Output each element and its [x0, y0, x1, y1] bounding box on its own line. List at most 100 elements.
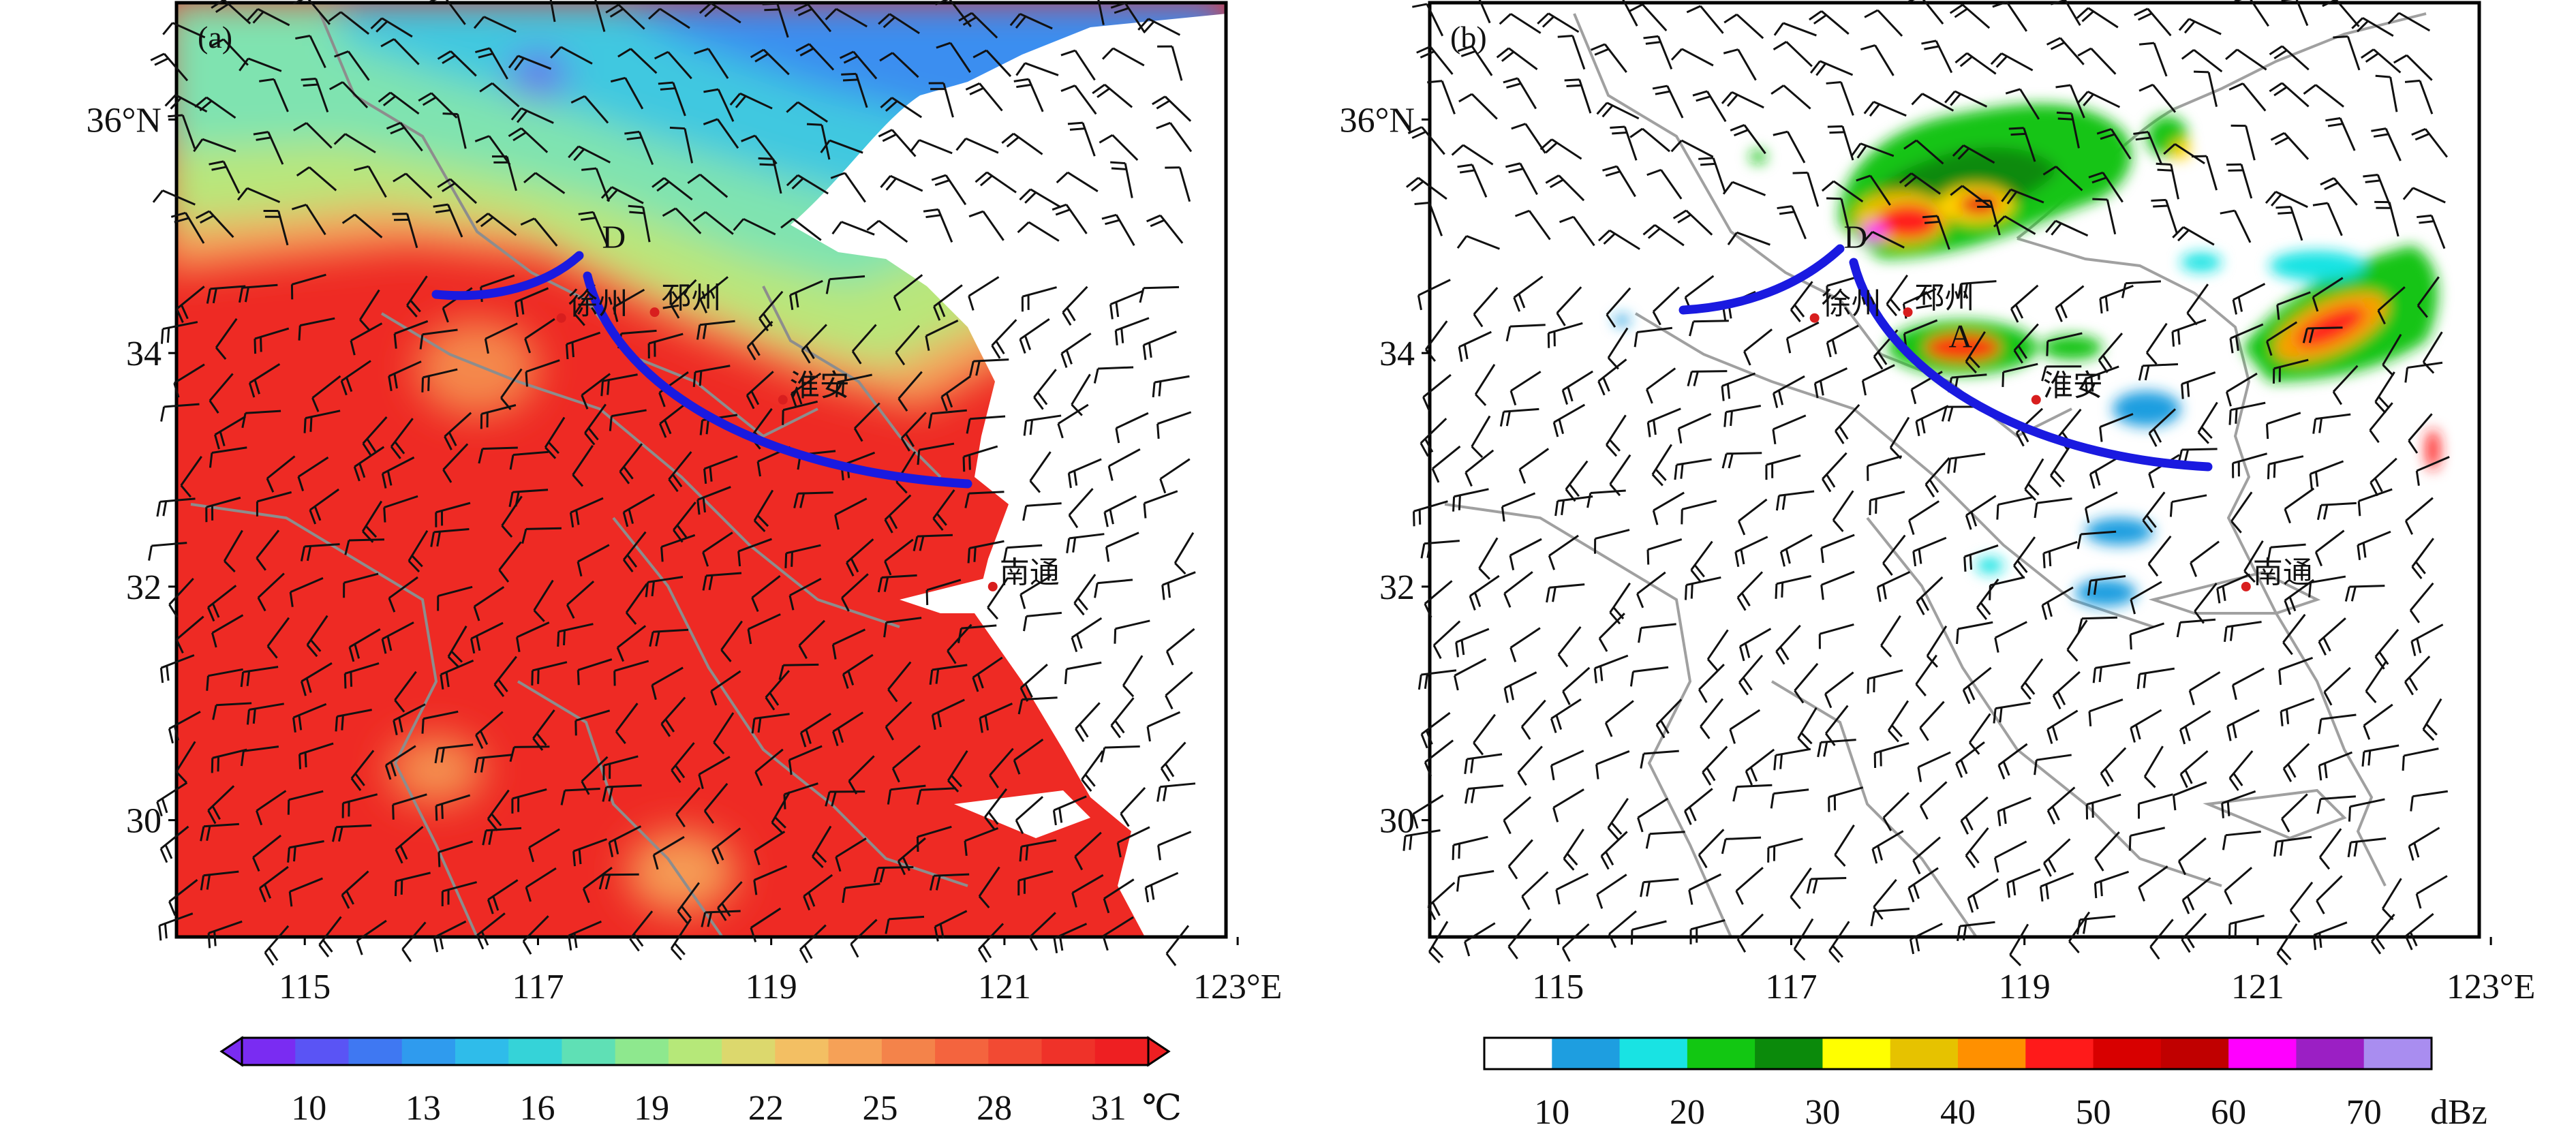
wind-barb — [2272, 358, 2309, 384]
wind-barb — [703, 782, 729, 824]
wind-barb — [696, 486, 731, 515]
wind-barb — [2055, 285, 2085, 322]
wind-barb — [1056, 171, 1099, 193]
wind-barb — [2361, 744, 2399, 767]
wind-barb — [2020, 658, 2044, 700]
wind-barb — [2265, 191, 2308, 209]
wind-barb — [473, 16, 517, 33]
wind-barb — [509, 745, 550, 762]
wind-barb — [298, 742, 334, 769]
wind-barb — [1860, 44, 1895, 76]
wind-barb — [754, 831, 786, 865]
wind-barb — [891, 745, 921, 783]
wind-barb — [594, 0, 606, 32]
wind-barb — [830, 172, 866, 203]
wind-barb — [524, 318, 555, 354]
wind-barb — [1960, 796, 1989, 835]
colorbar-reflectivity: 10 20 30 40 50 60 70 dBz — [1483, 1036, 2487, 1132]
wind-barb — [931, 174, 967, 206]
wind-barb — [1561, 370, 1593, 405]
wind-barb — [975, 171, 1017, 194]
wind-barb — [2096, 128, 2132, 159]
wind-barb — [746, 320, 773, 360]
wind-barb — [2156, 162, 2179, 200]
wind-barb — [1451, 144, 1494, 166]
wind-barb — [568, 145, 611, 164]
wind-barb — [2121, 280, 2161, 298]
wind-barb — [1174, 532, 1195, 575]
wind-barb — [647, 333, 684, 359]
wind-barb — [1159, 458, 1191, 494]
wind-barb — [2145, 322, 2168, 365]
colorbar-swatch — [348, 1038, 403, 1065]
wind-barb — [2094, 831, 2120, 872]
wind-barb — [528, 828, 560, 863]
wind-barb — [1452, 835, 1488, 861]
wind-barb — [1412, 794, 1444, 829]
wind-barb — [1017, 870, 1054, 896]
lon-tick-label: 121 — [2231, 968, 2284, 1006]
wind-barb — [1537, 12, 1580, 33]
wind-barb — [170, 211, 205, 244]
wind-barb — [180, 456, 202, 498]
wind-barb — [873, 866, 914, 883]
wind-barb — [1721, 452, 1762, 469]
wind-barb — [2232, 283, 2266, 315]
wind-barb — [2231, 667, 2265, 700]
wind-barb — [1496, 47, 1538, 70]
wind-barb — [1015, 62, 1059, 76]
wind-barb — [1432, 620, 1461, 660]
wind-barb — [1513, 275, 1544, 312]
wind-barb — [287, 790, 324, 815]
wind-barb — [236, 187, 281, 204]
wind-barb — [628, 204, 651, 243]
wind-barb — [577, 658, 613, 685]
wind-barb — [698, 756, 731, 790]
colorbar-tick-label: 28 — [977, 1089, 1012, 1128]
colorbar-arrow-high — [1147, 1036, 1171, 1067]
wind-barb — [2282, 743, 2310, 782]
lat-ticks-b: 36°N 34 32 30 — [1340, 101, 1430, 841]
wind-barb — [1420, 418, 1447, 457]
wind-barb — [1917, 751, 1951, 782]
wind-barb — [296, 166, 337, 191]
point-labels-b: DA — [1843, 219, 1972, 355]
colorbar-swatch — [1822, 1038, 1891, 1069]
wind-barb — [1809, 60, 1854, 76]
wind-barb — [2013, 536, 2036, 579]
wind-barb — [1521, 871, 1549, 910]
wind-barb — [1139, 286, 1180, 303]
wind-barb — [729, 92, 773, 110]
colorbar-tick-label: 10 — [291, 1089, 326, 1128]
colorbar-arrow-low — [219, 1036, 243, 1067]
wind-barb — [1870, 908, 1910, 927]
wind-barb — [341, 870, 369, 909]
wind-barb — [1794, 662, 1819, 704]
wind-barb — [991, 319, 1017, 359]
wind-barb — [671, 742, 695, 784]
lat-tick-label: 32 — [1379, 568, 1415, 607]
wind-barb — [1861, 230, 1905, 249]
wind-barb — [1674, 458, 1712, 480]
wind-barb — [1640, 750, 1679, 769]
wind-barb — [758, 157, 782, 194]
wind-barb — [780, 217, 822, 241]
wind-barb — [392, 213, 418, 249]
wind-barb — [383, 495, 418, 523]
wind-barb — [1785, 321, 1820, 354]
wind-barb — [248, 363, 281, 398]
wind-barb — [605, 3, 645, 30]
wind-barb — [1557, 626, 1582, 668]
colorbar-swatch — [2228, 1038, 2297, 1069]
wind-barb — [1110, 161, 1133, 198]
wind-barb — [1017, 221, 1060, 242]
wind-barb — [2013, 323, 2039, 364]
wind-barb — [645, 576, 684, 598]
wind-barb — [2370, 457, 2397, 497]
wind-barb — [1547, 322, 1583, 348]
wind-barb — [290, 273, 326, 300]
wind-barb — [1967, 878, 1999, 913]
wind-barb — [1790, 281, 1813, 323]
wind-barb — [2312, 202, 2343, 236]
wind-barb — [2361, 48, 2402, 74]
